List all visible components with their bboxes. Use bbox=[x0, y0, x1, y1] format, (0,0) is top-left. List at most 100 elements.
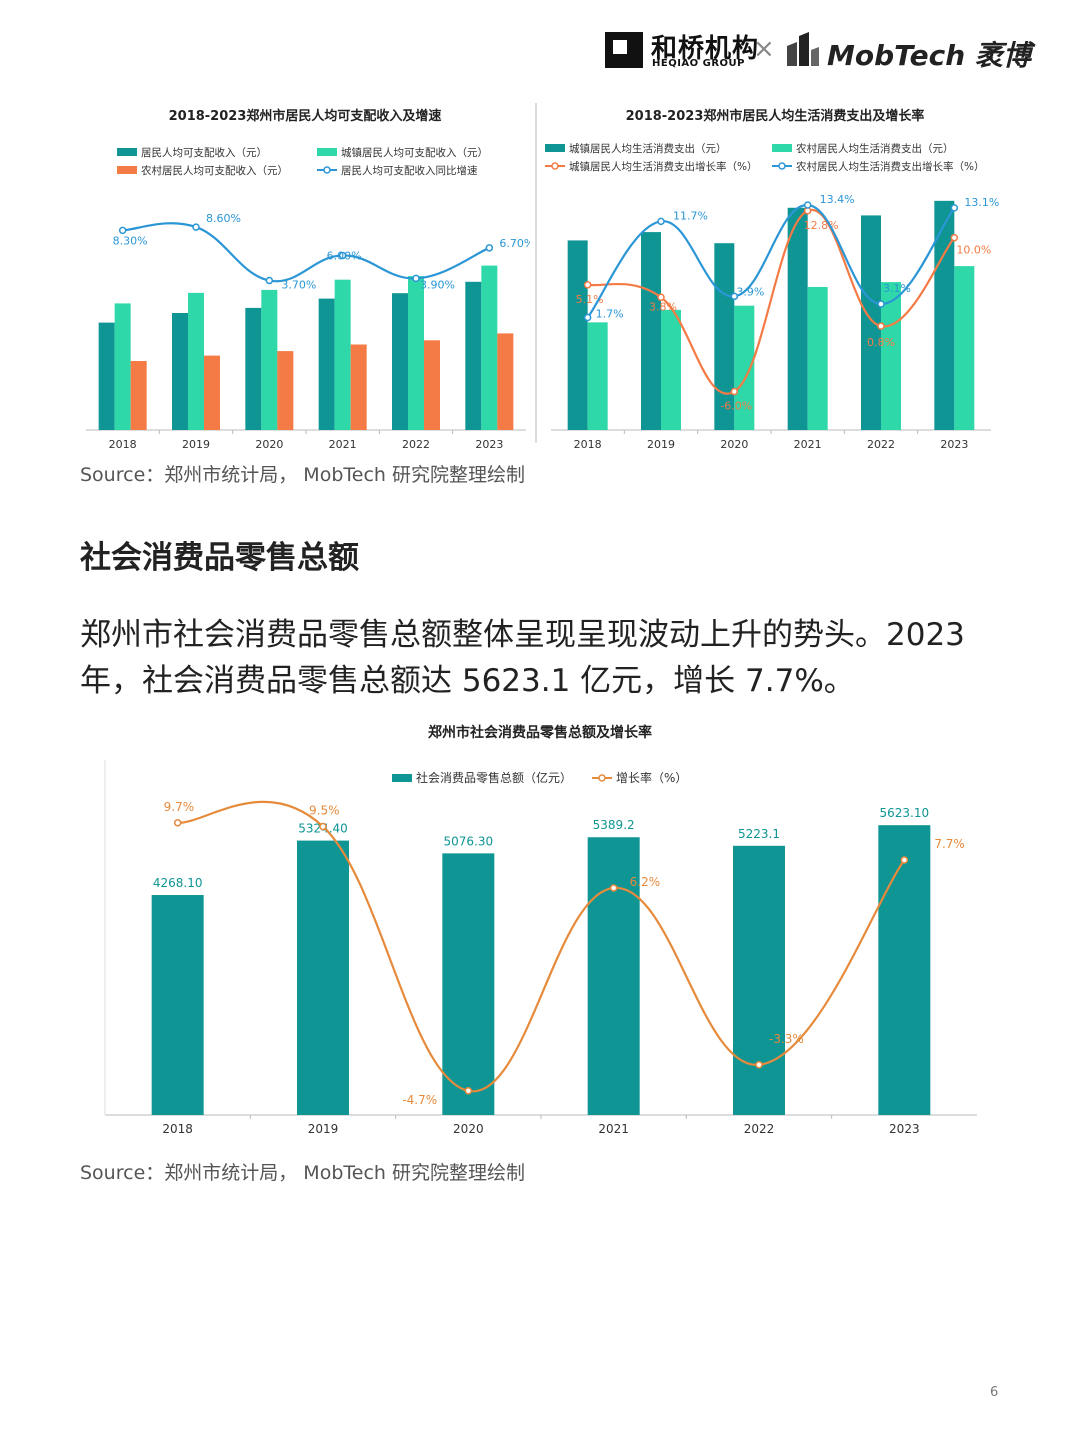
bar bbox=[350, 344, 367, 430]
body-paragraph: 郑州市社会消费品零售总额整体呈现呈现波动上升的势头。2023年，社会消费品零售总… bbox=[80, 617, 965, 699]
section-title: 社会消费品零售总额 bbox=[80, 540, 359, 576]
line-value-label: 6.2% bbox=[630, 875, 661, 889]
legend-label: 居民人均可支配收入同比增速 bbox=[341, 164, 478, 177]
x-tick-label: 2021 bbox=[794, 438, 822, 451]
bar bbox=[204, 355, 220, 430]
heqiao-logo-cn: 和桥机构 bbox=[651, 34, 760, 64]
bar bbox=[172, 313, 188, 430]
line-point bbox=[657, 293, 665, 302]
bar bbox=[334, 279, 351, 430]
x-tick-label: 2021 bbox=[598, 1122, 629, 1136]
line-point bbox=[730, 387, 739, 396]
line-value-label: -4.7% bbox=[402, 1093, 437, 1107]
line-value-label: 9.7% bbox=[164, 800, 195, 814]
line-point bbox=[265, 276, 274, 285]
line-value-label: 8.60% bbox=[206, 212, 241, 225]
line-point bbox=[900, 856, 909, 864]
bar bbox=[587, 322, 608, 430]
bar bbox=[261, 289, 278, 430]
legend-swatch bbox=[392, 774, 412, 782]
bar bbox=[807, 286, 828, 430]
line-value-label: 8.30% bbox=[113, 234, 148, 247]
bar bbox=[881, 282, 901, 430]
mobtech-logo-text: MobTech 袤博 bbox=[827, 39, 1031, 72]
bar bbox=[734, 305, 755, 430]
bar bbox=[733, 845, 785, 1115]
chart-title: 2018-2023郑州市居民人均生活消费支出及增长率 bbox=[626, 108, 925, 124]
bar bbox=[318, 298, 335, 430]
line-value-label: 1.7% bbox=[596, 308, 624, 321]
x-tick-label: 2020 bbox=[720, 438, 748, 451]
bar bbox=[787, 207, 808, 430]
line-value-label: 3.90% bbox=[420, 278, 455, 291]
line-value-label: 6.70% bbox=[499, 237, 530, 250]
bar-value-label: 5389.2 bbox=[593, 818, 635, 832]
line-value-label: 11.7% bbox=[673, 209, 708, 222]
legend-label: 增长率（%） bbox=[616, 770, 687, 785]
legend-label: 居民人均可支配收入（元） bbox=[141, 146, 267, 159]
legend-label: 城镇居民人均生活消费支出（元） bbox=[569, 142, 727, 155]
bar bbox=[567, 240, 588, 430]
logo-separator: × bbox=[753, 34, 775, 64]
line-point bbox=[173, 819, 182, 827]
line-point bbox=[583, 313, 592, 322]
bar bbox=[481, 265, 498, 430]
x-tick-label: 2022 bbox=[744, 1122, 775, 1136]
line-value-label: 7.7% bbox=[934, 837, 965, 851]
x-tick-label: 2020 bbox=[453, 1122, 484, 1136]
line-value-label: 6.00% bbox=[327, 249, 362, 262]
legend-marker bbox=[551, 162, 559, 170]
legend-swatch bbox=[117, 166, 137, 174]
line-point bbox=[877, 322, 885, 330]
line-value-label: 3.9% bbox=[736, 285, 764, 298]
line-point bbox=[950, 204, 959, 212]
line-point bbox=[730, 292, 739, 301]
bar bbox=[954, 266, 975, 430]
line-point bbox=[583, 281, 592, 289]
bar bbox=[408, 276, 424, 430]
page-number: 6 bbox=[990, 1385, 999, 1400]
bar bbox=[442, 853, 495, 1115]
legend-swatch bbox=[117, 148, 137, 156]
line-value-label: 0.8% bbox=[867, 336, 895, 349]
bar bbox=[861, 215, 881, 430]
bar bbox=[878, 825, 931, 1115]
bar bbox=[587, 837, 640, 1115]
source-note-2: Source：郑州市统计局， MobTech 研究院整理绘制 bbox=[80, 1162, 525, 1184]
line-point bbox=[877, 300, 885, 308]
line-value-label: 12.8% bbox=[804, 219, 839, 232]
line-value-label: 3.8% bbox=[649, 300, 677, 313]
line-value-label: 13.4% bbox=[820, 193, 855, 206]
bar bbox=[661, 309, 681, 430]
chart-divider bbox=[535, 103, 537, 443]
x-tick-label: 2018 bbox=[162, 1122, 193, 1136]
line-value-label: 10.0% bbox=[956, 244, 991, 257]
legend-label: 农村居民人均可支配收入（元） bbox=[141, 164, 288, 177]
series-line bbox=[122, 222, 490, 283]
bar-value-label: 5223.1 bbox=[738, 827, 780, 841]
x-tick-label: 2023 bbox=[940, 438, 968, 451]
legend-label: 城镇居民人均可支配收入（元） bbox=[341, 146, 488, 159]
bar bbox=[641, 232, 661, 430]
heqiao-logo-en: HEQIAO GROUP bbox=[652, 58, 746, 69]
line-point bbox=[118, 226, 127, 235]
x-tick-label: 2019 bbox=[182, 438, 210, 451]
bar bbox=[934, 200, 955, 430]
x-tick-label: 2018 bbox=[574, 438, 602, 451]
line-point bbox=[485, 244, 494, 252]
bar bbox=[424, 340, 440, 430]
x-tick-label: 2020 bbox=[255, 438, 283, 451]
bar bbox=[98, 322, 115, 430]
bar-value-label: 4268.10 bbox=[153, 876, 203, 890]
x-tick-label: 2018 bbox=[109, 438, 137, 451]
line-point bbox=[609, 884, 618, 892]
legend-label: 农村居民人均生活消费支出增长率（%） bbox=[796, 160, 984, 173]
x-tick-label: 2021 bbox=[329, 438, 357, 451]
legend-marker bbox=[598, 774, 606, 782]
legend-swatch bbox=[772, 144, 792, 152]
line-point bbox=[755, 1061, 763, 1069]
line-point bbox=[464, 1087, 473, 1095]
x-tick-label: 2019 bbox=[308, 1122, 339, 1136]
mobtech-logo-icon bbox=[787, 32, 819, 66]
bar-value-label: 5623.10 bbox=[880, 806, 930, 820]
